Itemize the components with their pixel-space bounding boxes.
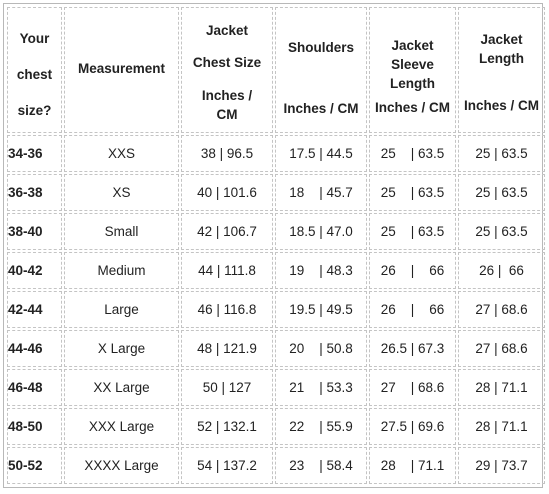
size-chart-table: Your chest size? Measurement Jacket Ches… bbox=[5, 5, 547, 486]
jacket-chest-cell: 38 | 96.5 bbox=[181, 135, 273, 172]
table-frame bbox=[3, 3, 543, 488]
table-row: 46-48 XX Large 50 | 127 21 | 53.3 27 | 6… bbox=[7, 369, 545, 406]
measurement-cell: XXXX Large bbox=[64, 447, 179, 484]
measurement-cell: XXX Large bbox=[64, 408, 179, 445]
chest-size-cell: 38-40 bbox=[7, 213, 62, 250]
jacket-length-cell: 28 | 71.1 bbox=[458, 369, 545, 406]
sleeve-length-cell: 27 | 68.6 bbox=[369, 369, 456, 406]
shoulders-cell: 18.5 | 47.0 bbox=[275, 213, 367, 250]
sleeve-length-cell: 26 | 66 bbox=[369, 291, 456, 328]
jacket-chest-cell: 44 | 111.8 bbox=[181, 252, 273, 289]
header-measurement: Measurement bbox=[64, 7, 179, 133]
jacket-chest-cell: 52 | 132.1 bbox=[181, 408, 273, 445]
chest-size-cell: 36-38 bbox=[7, 174, 62, 211]
header-jacket-length: Jacket Length Inches / CM bbox=[458, 7, 545, 133]
jacket-length-cell: 28 | 71.1 bbox=[458, 408, 545, 445]
table-row: 40-42 Medium 44 | 111.8 19 | 48.3 26 | 6… bbox=[7, 252, 545, 289]
sleeve-length-cell: 25 | 63.5 bbox=[369, 213, 456, 250]
jacket-length-cell: 27 | 68.6 bbox=[458, 330, 545, 367]
header-jacket-chest: Jacket Chest Size Inches / CM bbox=[181, 7, 273, 133]
jacket-length-cell: 27 | 68.6 bbox=[458, 291, 545, 328]
measurement-cell: Large bbox=[64, 291, 179, 328]
header-sleeve-length: Jacket Sleeve Length Inches / CM bbox=[369, 7, 456, 133]
table-body: 34-36 XXS 38 | 96.5 17.5 | 44.5 25 | 63.… bbox=[7, 135, 545, 484]
shoulders-cell: 19 | 48.3 bbox=[275, 252, 367, 289]
table-row: 36-38 XS 40 | 101.6 18 | 45.7 25 | 63.5 … bbox=[7, 174, 545, 211]
jacket-chest-cell: 54 | 137.2 bbox=[181, 447, 273, 484]
sleeve-length-cell: 26.5 | 67.3 bbox=[369, 330, 456, 367]
table-row: 34-36 XXS 38 | 96.5 17.5 | 44.5 25 | 63.… bbox=[7, 135, 545, 172]
jacket-length-cell: 25 | 63.5 bbox=[458, 174, 545, 211]
header-chest-size: Your chest size? bbox=[7, 7, 62, 133]
jacket-length-cell: 25 | 63.5 bbox=[458, 135, 545, 172]
measurement-cell: XXS bbox=[64, 135, 179, 172]
measurement-cell: X Large bbox=[64, 330, 179, 367]
header-shoulders: Shoulders Inches / CM bbox=[275, 7, 367, 133]
header-row: Your chest size? Measurement Jacket Ches… bbox=[7, 7, 545, 133]
jacket-chest-cell: 50 | 127 bbox=[181, 369, 273, 406]
measurement-cell: XS bbox=[64, 174, 179, 211]
chest-size-cell: 40-42 bbox=[7, 252, 62, 289]
jacket-length-cell: 26 | 66 bbox=[458, 252, 545, 289]
shoulders-cell: 18 | 45.7 bbox=[275, 174, 367, 211]
shoulders-cell: 23 | 58.4 bbox=[275, 447, 367, 484]
chest-size-cell: 50-52 bbox=[7, 447, 62, 484]
jacket-chest-cell: 48 | 121.9 bbox=[181, 330, 273, 367]
sleeve-length-cell: 28 | 71.1 bbox=[369, 447, 456, 484]
shoulders-cell: 19.5 | 49.5 bbox=[275, 291, 367, 328]
shoulders-cell: 22 | 55.9 bbox=[275, 408, 367, 445]
chest-size-cell: 44-46 bbox=[7, 330, 62, 367]
jacket-chest-cell: 46 | 116.8 bbox=[181, 291, 273, 328]
measurement-cell: Medium bbox=[64, 252, 179, 289]
chest-size-cell: 42-44 bbox=[7, 291, 62, 328]
table-row: 38-40 Small 42 | 106.7 18.5 | 47.0 25 | … bbox=[7, 213, 545, 250]
jacket-chest-cell: 42 | 106.7 bbox=[181, 213, 273, 250]
shoulders-cell: 20 | 50.8 bbox=[275, 330, 367, 367]
sleeve-length-cell: 27.5 | 69.6 bbox=[369, 408, 456, 445]
measurement-cell: XX Large bbox=[64, 369, 179, 406]
shoulders-cell: 17.5 | 44.5 bbox=[275, 135, 367, 172]
measurement-cell: Small bbox=[64, 213, 179, 250]
shoulders-cell: 21 | 53.3 bbox=[275, 369, 367, 406]
jacket-length-cell: 29 | 73.7 bbox=[458, 447, 545, 484]
table-row: 50-52 XXXX Large 54 | 137.2 23 | 58.4 28… bbox=[7, 447, 545, 484]
sleeve-length-cell: 25 | 63.5 bbox=[369, 135, 456, 172]
table-row: 44-46 X Large 48 | 121.9 20 | 50.8 26.5 … bbox=[7, 330, 545, 367]
chest-size-cell: 46-48 bbox=[7, 369, 62, 406]
jacket-length-cell: 25 | 63.5 bbox=[458, 213, 545, 250]
table-row: 48-50 XXX Large 52 | 132.1 22 | 55.9 27.… bbox=[7, 408, 545, 445]
jacket-chest-cell: 40 | 101.6 bbox=[181, 174, 273, 211]
sleeve-length-cell: 25 | 63.5 bbox=[369, 174, 456, 211]
chest-size-cell: 34-36 bbox=[7, 135, 62, 172]
chest-size-cell: 48-50 bbox=[7, 408, 62, 445]
sleeve-length-cell: 26 | 66 bbox=[369, 252, 456, 289]
table-row: 42-44 Large 46 | 116.8 19.5 | 49.5 26 | … bbox=[7, 291, 545, 328]
